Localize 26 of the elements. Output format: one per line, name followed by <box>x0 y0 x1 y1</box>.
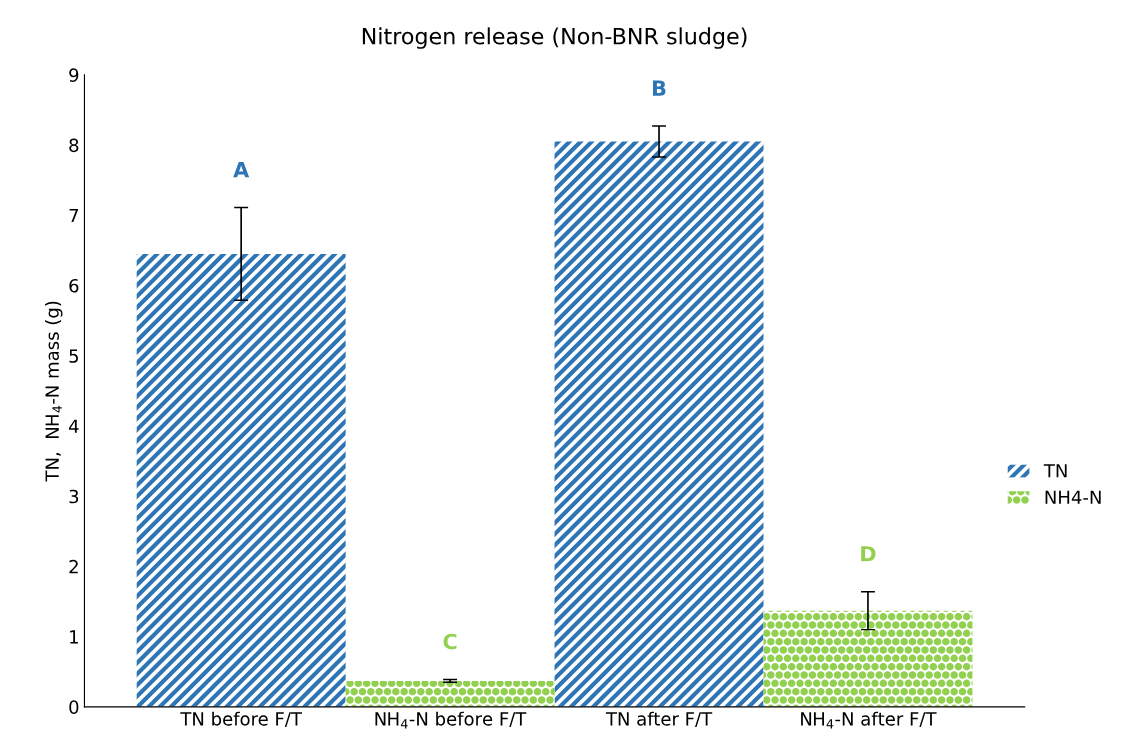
legend-label: TN <box>1043 464 1067 478</box>
annotation: C <box>443 633 457 650</box>
y-tick-label: 3 <box>69 489 79 504</box>
bar <box>345 680 555 707</box>
legend-label: NH4-N <box>1045 490 1101 504</box>
annotation: A <box>233 161 250 178</box>
bar <box>136 253 346 707</box>
y-tick-label: 7 <box>69 208 79 223</box>
annotation: D <box>861 546 876 562</box>
y-tick-label: 4 <box>68 419 79 433</box>
y-tick-label: 6 <box>69 278 79 293</box>
bar <box>554 141 764 707</box>
bar <box>763 610 973 707</box>
y-tick-label: 8 <box>69 138 79 153</box>
y-tick-label: 2 <box>69 559 78 574</box>
y-tick-label: 0 <box>69 700 79 714</box>
x-tick-label: TN after F/T <box>605 711 713 728</box>
y-tick-label: 9 <box>69 68 79 82</box>
y-tick-label: 5 <box>69 349 79 363</box>
x-tick-label: NH$_{4}$-N before F/T <box>375 711 527 729</box>
y-tick-label: 1 <box>70 630 78 644</box>
y-axis-title: TN, NH$_{4}$-N mass (g) <box>45 301 63 482</box>
chart-title: Nitrogen release (Non-BNR sludge) <box>362 27 747 49</box>
annotation: B <box>653 80 666 96</box>
x-tick-label: TN before F/T <box>180 711 303 728</box>
x-tick-label: NH$_{4}$-N after F/T <box>801 711 937 729</box>
